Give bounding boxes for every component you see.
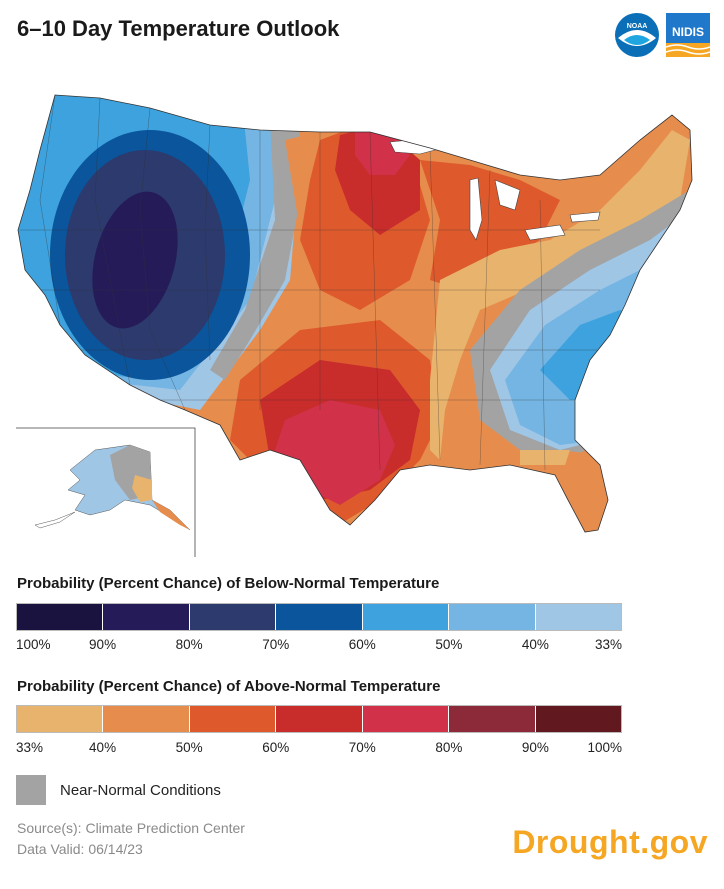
logo-group: NOAA NIDIS bbox=[614, 12, 710, 58]
above-normal-tick-labels: 33% 40% 50% 60% 70% 80% 90% 100% bbox=[16, 740, 622, 758]
page-title: 6–10 Day Temperature Outlook bbox=[17, 16, 340, 41]
below-normal-swatch-5 bbox=[449, 604, 536, 630]
svg-text:NOAA: NOAA bbox=[627, 23, 648, 30]
above-normal-swatch-2 bbox=[189, 706, 277, 732]
below-normal-color-bar bbox=[16, 603, 622, 631]
svg-text:NIDIS: NIDIS bbox=[672, 25, 704, 39]
near-normal-label: Near-Normal Conditions bbox=[60, 781, 221, 799]
above-normal-swatch-3 bbox=[276, 706, 363, 732]
conus-outline bbox=[17, 94, 693, 533]
below-normal-tick-label: 100% bbox=[16, 637, 51, 652]
above-normal-tick-label: 90% bbox=[521, 740, 549, 755]
above-normal-legend-title: Probability (Percent Chance) of Above-No… bbox=[17, 678, 441, 695]
below-normal-tick-label: 60% bbox=[348, 637, 376, 652]
below-normal-swatch-1 bbox=[103, 604, 190, 630]
above-normal-tick-label: 33% bbox=[16, 740, 44, 755]
below-normal-tick-labels: 100% 90% 80% 70% 60% 50% 40% 33% bbox=[16, 637, 622, 655]
above-normal-swatch-4 bbox=[362, 706, 450, 732]
below-normal-swatch-4 bbox=[362, 604, 450, 630]
above-normal-tick-label: 80% bbox=[435, 740, 463, 755]
below-normal-swatch-6 bbox=[535, 604, 621, 630]
alaska-inset bbox=[16, 427, 196, 557]
above-normal-tick-label: 50% bbox=[175, 740, 203, 755]
temperature-outlook-map bbox=[16, 94, 693, 557]
noaa-logo-icon[interactable]: NOAA bbox=[614, 12, 660, 58]
below-normal-swatch-0 bbox=[17, 604, 104, 630]
near-normal-legend: Near-Normal Conditions bbox=[16, 775, 221, 805]
above-normal-swatch-1 bbox=[103, 706, 190, 732]
above-normal-swatch-0 bbox=[17, 706, 104, 732]
below-normal-legend-title: Probability (Percent Chance) of Below-No… bbox=[17, 575, 440, 592]
below-normal-tick-label: 80% bbox=[175, 637, 203, 652]
data-valid-text: Data Valid: 06/14/23 bbox=[17, 841, 143, 857]
above-normal-tick-label: 60% bbox=[262, 740, 290, 755]
above-normal-tick-label: 40% bbox=[89, 740, 117, 755]
below-normal-tick-label: 90% bbox=[89, 637, 117, 652]
below-normal-swatch-3 bbox=[276, 604, 363, 630]
above-normal-swatch-6 bbox=[535, 706, 621, 732]
below-normal-tick-label: 70% bbox=[262, 637, 290, 652]
drought-gov-brand[interactable]: Drought.gov bbox=[512, 824, 708, 860]
near-normal-swatch bbox=[16, 775, 46, 805]
nidis-logo-icon[interactable]: NIDIS bbox=[666, 13, 710, 57]
below-normal-tick-label: 50% bbox=[435, 637, 463, 652]
below-normal-tick-label: 33% bbox=[594, 637, 622, 652]
above-normal-color-bar bbox=[16, 705, 622, 733]
above-normal-swatch-5 bbox=[449, 706, 536, 732]
source-text: Source(s): Climate Prediction Center bbox=[17, 820, 245, 836]
above-normal-tick-label: 70% bbox=[348, 740, 376, 755]
below-normal-tick-label: 40% bbox=[521, 637, 549, 652]
source-info: Source(s): Climate Prediction Center Dat… bbox=[17, 818, 245, 860]
above-normal-tick-label: 100% bbox=[587, 740, 622, 755]
below-normal-swatch-2 bbox=[189, 604, 277, 630]
